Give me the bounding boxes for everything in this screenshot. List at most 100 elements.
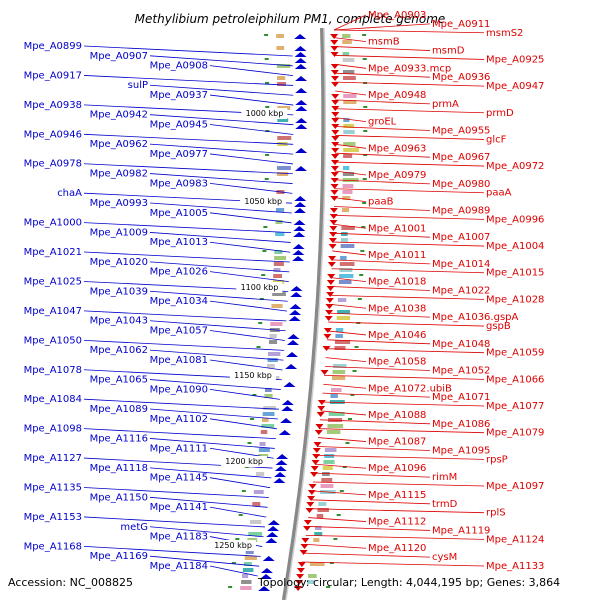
forward-gene-arrow xyxy=(331,118,340,123)
gene-label: Mpe_A1086 xyxy=(432,419,490,430)
cog-bar xyxy=(340,244,355,248)
leader-line xyxy=(149,143,294,155)
cog-bar xyxy=(342,190,353,194)
gene-label: Mpe_A1098 xyxy=(24,424,82,435)
forward-gene-arrow xyxy=(329,220,338,225)
gene-label: Mpe_A1039 xyxy=(90,286,148,297)
gene-label: Mpe_A1183 xyxy=(150,532,208,543)
reverse-gene-arrow xyxy=(280,418,293,423)
gene-label: Mpe_A1021 xyxy=(24,247,82,258)
forward-gene-arrow xyxy=(327,274,336,279)
gene-label: Mpe_A1077 xyxy=(486,401,544,412)
forward-gene-arrow xyxy=(331,106,340,111)
tick-mark xyxy=(238,514,243,516)
forward-gene-arrow xyxy=(326,286,335,291)
gene-label: Mpe_A0925 xyxy=(486,54,544,65)
kbp-label-bg xyxy=(229,370,276,381)
cog-bar xyxy=(342,178,359,182)
cog-bar xyxy=(342,34,351,38)
cog-bar xyxy=(248,532,263,536)
cog-bar xyxy=(339,268,353,272)
leader-line xyxy=(305,534,485,540)
leader-line xyxy=(149,55,293,67)
forward-gene-arrow xyxy=(331,100,340,105)
gene-label: Mpe_A0907 xyxy=(90,51,148,62)
reverse-gene-arrow xyxy=(283,382,296,387)
gene-label: Mpe_A1135 xyxy=(24,483,82,494)
forward-gene-arrow xyxy=(330,34,339,39)
leader-line xyxy=(83,163,293,175)
gene-label: rimM xyxy=(432,472,457,483)
leader-line xyxy=(333,232,431,238)
gene-label: Mpe_A0938 xyxy=(24,100,82,111)
gene-label: Mpe_A1046 xyxy=(368,330,426,341)
gene-label: Mpe_A1096 xyxy=(368,463,426,474)
tick-mark xyxy=(262,250,267,252)
tick-mark xyxy=(350,394,355,396)
forward-gene-arrow xyxy=(330,172,339,177)
gene-label: Mpe_A1071 xyxy=(432,392,490,403)
tick-mark xyxy=(264,178,269,180)
leader-line xyxy=(209,65,294,77)
cog-bar xyxy=(332,376,346,380)
reverse-gene-arrow xyxy=(295,124,308,129)
reverse-gene-arrow xyxy=(276,454,289,459)
tick-mark xyxy=(357,298,362,300)
reverse-gene-arrow xyxy=(288,316,301,321)
cog-bar xyxy=(327,424,344,428)
gene-label: Mpe_A1141 xyxy=(150,502,208,513)
forward-gene-arrow xyxy=(325,298,334,303)
cog-bar xyxy=(329,400,345,404)
reverse-gene-arrow xyxy=(293,226,306,231)
reverse-gene-arrow xyxy=(295,118,308,123)
cog-bar xyxy=(260,430,268,434)
leader-line xyxy=(335,135,485,140)
forward-gene-arrow xyxy=(330,46,339,51)
leader-line xyxy=(149,320,286,332)
leader-line xyxy=(333,215,485,220)
reverse-gene-arrow xyxy=(265,538,278,543)
cog-bar xyxy=(337,310,351,314)
gene-label: Mpe_A1079 xyxy=(486,428,544,439)
cog-bar xyxy=(343,76,356,80)
reverse-gene-arrow xyxy=(285,364,298,369)
map-title: Methylibium petroleiphilum PM1, complete… xyxy=(135,12,446,26)
cog-bar xyxy=(272,292,286,296)
forward-gene-arrow xyxy=(327,262,336,267)
gene-label: Mpe_A1007 xyxy=(432,232,490,243)
reverse-gene-arrow xyxy=(292,256,305,261)
leader-line xyxy=(209,124,294,135)
leader-line xyxy=(334,197,367,203)
cog-bar xyxy=(342,196,351,200)
leader-line xyxy=(315,454,485,460)
cog-bar xyxy=(267,364,275,368)
leader-line xyxy=(83,251,290,263)
leader-line xyxy=(149,379,281,390)
reverse-gene-arrow xyxy=(267,520,280,525)
cog-bar xyxy=(242,574,249,578)
gene-label: Mpe_A1014 xyxy=(432,259,490,270)
reverse-gene-arrow xyxy=(295,106,308,111)
tick-mark xyxy=(362,34,367,36)
forward-gene-arrow xyxy=(299,550,308,555)
tick-mark xyxy=(261,274,266,276)
tick-mark xyxy=(241,490,246,492)
forward-gene-arrow xyxy=(328,238,337,243)
gene-label: Mpe_A0962 xyxy=(90,139,148,150)
cog-bar xyxy=(328,412,345,416)
kbp-label-bg xyxy=(240,196,287,207)
cog-bar xyxy=(343,118,350,122)
cog-bar xyxy=(330,394,338,398)
cog-bar xyxy=(324,448,337,452)
forward-gene-arrow xyxy=(297,562,306,567)
kbp-label-bg xyxy=(241,108,288,119)
tick-mark xyxy=(363,154,368,156)
cog-bar xyxy=(271,304,283,308)
cog-bar xyxy=(274,256,287,260)
topology-text: Topology: circular; Length: 4,044,195 bp… xyxy=(257,576,560,589)
cog-bar xyxy=(270,322,283,326)
reverse-gene-arrow xyxy=(287,334,300,339)
cog-bar xyxy=(321,478,333,482)
cog-bar xyxy=(273,262,284,266)
